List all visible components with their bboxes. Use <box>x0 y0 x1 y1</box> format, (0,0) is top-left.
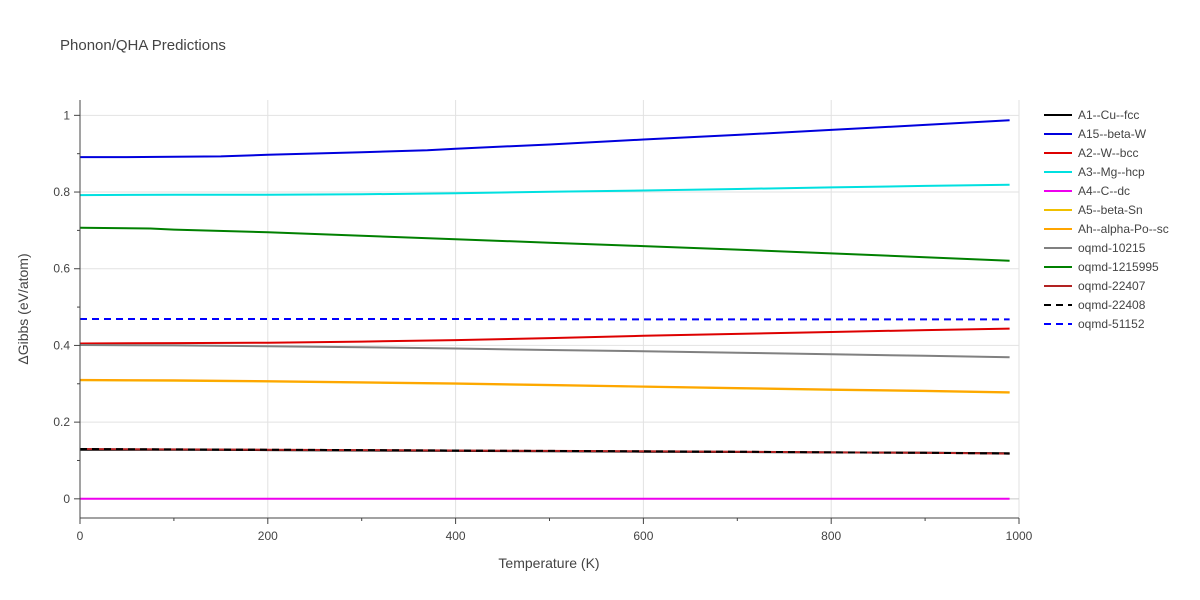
legend-label: A4--C--dc <box>1078 184 1130 198</box>
series-line-A2--W--bcc <box>79 327 1010 345</box>
y-tick-label: 0 <box>63 492 70 506</box>
grid-lines <box>80 100 1020 518</box>
y-tick-label: 0.6 <box>53 262 70 276</box>
legend-label: oqmd-1215995 <box>1078 260 1159 274</box>
legend-label: A15--beta-W <box>1078 127 1147 141</box>
x-tick-label: 600 <box>633 529 653 543</box>
series-line-oqmd-22407 <box>79 448 1010 455</box>
plot-area <box>79 119 1010 500</box>
x-tick-label: 1000 <box>1006 529 1033 543</box>
x-tick-label: 0 <box>77 529 84 543</box>
series-line-Ah--alpha-Po--sc <box>79 378 1010 394</box>
legend-label: A1--Cu--fcc <box>1078 108 1139 122</box>
y-tick-label: 0.4 <box>53 338 70 352</box>
x-tick-label: 400 <box>446 529 466 543</box>
legend-label: Ah--alpha-Po--sc <box>1078 222 1169 236</box>
series-line-oqmd-10215 <box>79 344 1010 359</box>
legend-label: oqmd-51152 <box>1078 317 1145 331</box>
y-tick-label: 0.8 <box>53 185 70 199</box>
x-tick-label: 800 <box>821 529 841 543</box>
series-line-oqmd-1215995 <box>79 226 1010 262</box>
legend-label: A5--beta-Sn <box>1078 203 1143 217</box>
legend-label: oqmd-22407 <box>1078 279 1146 293</box>
y-tick-label: 0.2 <box>53 415 70 429</box>
x-axis-label: Temperature (K) <box>498 555 599 571</box>
legend-label: oqmd-10215 <box>1078 241 1146 255</box>
y-axis-label: ΔGibbs (eV/atom) <box>15 253 31 364</box>
legend: A1--Cu--fcc A15--beta-W A2--W--bcc A3--Mg--… <box>1044 108 1169 331</box>
legend-label: A2--W--bcc <box>1078 146 1138 160</box>
series-line-A15--beta-W <box>80 119 1010 159</box>
x-tick-label: 200 <box>258 529 278 543</box>
series-line-oqmd-22408 <box>79 448 1010 455</box>
series-line-A3--Mg--hcp <box>79 183 1010 197</box>
legend-label: A3--Mg--hcp <box>1078 165 1145 179</box>
axes: 0 200 400 600 800 1000 0 0.2 0.4 0.6 0.8 1 <box>53 100 1033 543</box>
legend-label: oqmd-22408 <box>1078 298 1146 312</box>
chart-title: Phonon/QHA Predictions <box>60 37 226 54</box>
y-tick-label: 1 <box>63 108 70 122</box>
